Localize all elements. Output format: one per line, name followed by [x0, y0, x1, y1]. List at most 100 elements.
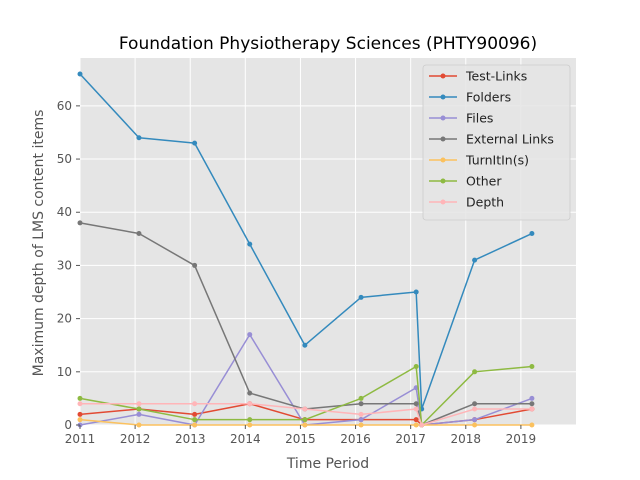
x-tick-label: 2012 [120, 432, 151, 446]
series-line [79, 333, 533, 426]
data-point [302, 342, 308, 348]
x-axis-label: Time Period [286, 456, 369, 472]
data-point [529, 406, 535, 412]
legend-entry: TurnItIn(s) [429, 153, 529, 168]
data-point [472, 257, 478, 263]
y-tick-label: 50 [57, 152, 72, 166]
x-tick-label: 2015 [285, 432, 316, 446]
series-line [79, 365, 532, 426]
x-tick-label: 2017 [395, 432, 426, 446]
axes: 2011 2012 2013 2014 2015 2016 2017 2018 2019 0 10 2… [57, 99, 536, 446]
data-point [472, 369, 478, 375]
data-point [302, 417, 308, 423]
y-axis-label: Maximum depth of LMS content items [31, 110, 47, 377]
data-point [413, 289, 419, 295]
data-point [413, 363, 419, 369]
data-point [302, 422, 308, 428]
x-tick-label: 2013 [175, 432, 206, 446]
legend-entry: Files [429, 111, 493, 126]
x-tick-label: 2016 [340, 432, 371, 446]
data-point [77, 395, 83, 401]
series-line [80, 402, 532, 426]
data-point [136, 411, 142, 417]
data-point [302, 406, 308, 412]
data-point [472, 417, 478, 423]
y-tick-label: 0 [64, 418, 72, 432]
data-point [358, 417, 364, 423]
legend-label: Test-Links [465, 69, 527, 84]
data-point [192, 411, 198, 417]
data-point [529, 401, 535, 407]
legend-marker [440, 136, 446, 142]
y-tick-label: 40 [57, 205, 72, 219]
data-point [419, 422, 425, 428]
data-point [247, 401, 253, 407]
legend-marker [440, 115, 446, 121]
legend-entry: External Links [429, 132, 554, 147]
data-point [77, 71, 83, 77]
legend-marker [440, 178, 446, 184]
series-line [79, 222, 532, 426]
legend-label: Depth [466, 195, 504, 210]
data-point [529, 363, 535, 369]
x-tick-label: 2011 [65, 432, 96, 446]
data-point [358, 422, 364, 428]
legend-entry: Depth [429, 195, 504, 210]
data-point [413, 401, 419, 407]
x-tick-label: 2018 [451, 432, 482, 446]
y-tick-label: 20 [57, 312, 72, 326]
data-point [247, 390, 253, 396]
series-line [79, 73, 533, 410]
legend-label: Files [466, 111, 493, 126]
y-tick-label: 30 [57, 258, 72, 272]
data-point [247, 241, 253, 247]
y-tick-label: 10 [57, 365, 72, 379]
legend-marker [440, 94, 446, 100]
data-point [472, 422, 478, 428]
y-tick-label: 60 [57, 99, 72, 113]
data-point [529, 395, 535, 401]
data-point [413, 406, 419, 412]
data-point [136, 401, 142, 407]
legend: Test-Links Folders Files External Links Turn… [422, 64, 571, 221]
data-point [358, 395, 364, 401]
legend-entry: Other [429, 174, 502, 189]
data-point [529, 422, 535, 428]
data-point [192, 140, 198, 146]
legend-label: Folders [466, 90, 511, 105]
legend-box [422, 64, 571, 221]
data-point [413, 417, 419, 423]
data-point [247, 422, 253, 428]
legend-label: External Links [466, 132, 554, 147]
series-folders [77, 71, 535, 412]
data-point [77, 417, 83, 423]
data-point [529, 231, 535, 237]
data-point [358, 294, 364, 300]
data-point [136, 135, 142, 141]
series-depth [77, 401, 535, 428]
data-point [247, 417, 253, 423]
data-point [472, 401, 478, 407]
x-tick-label: 2014 [230, 432, 261, 446]
data-point [136, 231, 142, 237]
legend-entry: Folders [429, 90, 511, 105]
data-point [358, 401, 364, 407]
legend-marker [440, 73, 446, 79]
legend-marker [440, 157, 446, 163]
series-turnitin-s- [77, 417, 535, 428]
data-point [136, 406, 142, 412]
data-point [358, 411, 364, 417]
data-point [192, 401, 198, 407]
data-point [77, 220, 83, 226]
data-point [472, 406, 478, 412]
legend-marker [440, 199, 446, 205]
legend-label: TurnItIn(s) [465, 153, 529, 168]
legend-entry: Test-Links [429, 69, 527, 84]
data-point [192, 262, 198, 268]
series-layer [77, 71, 535, 428]
chart-title: Foundation Physiotherapy Sciences (PHTY9… [119, 34, 537, 54]
data-point [192, 417, 198, 423]
legend-label: Other [466, 174, 502, 189]
